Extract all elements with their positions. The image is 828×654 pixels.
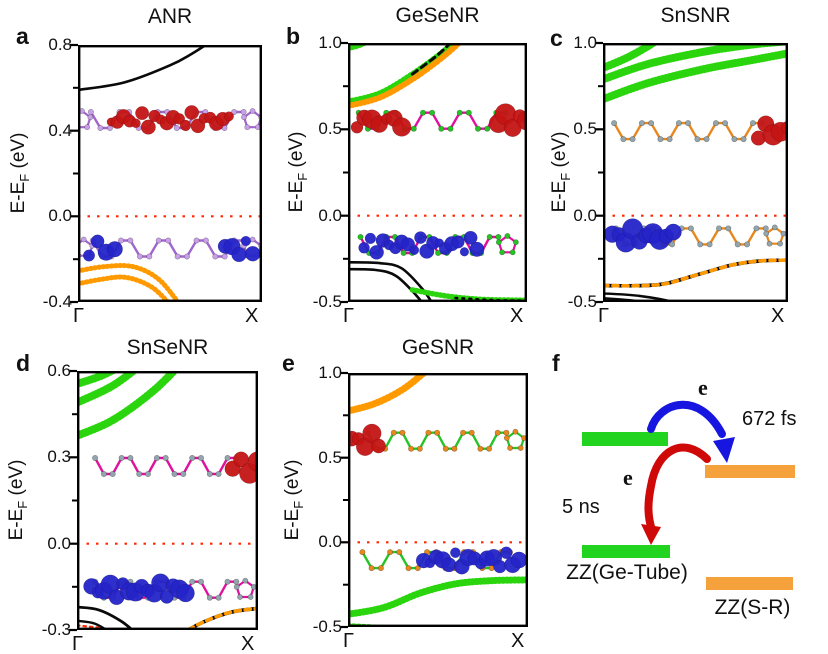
y-tick-label: 0.4 (48, 120, 72, 140)
y-tick-label: -0.5 (312, 617, 342, 636)
panel-letter-e: e (282, 350, 295, 376)
y-tick-label: 0.0 (318, 532, 342, 552)
panel-title-anr: ANR (147, 5, 193, 28)
cb-level-ge-tube (582, 432, 668, 446)
band-plot-snsnr (595, 41, 789, 304)
band-plot-snsenr (69, 369, 259, 632)
x-tick-label-gamma: Γ (72, 633, 84, 654)
y-axis-label: E-EF (eV) (286, 131, 310, 213)
electron-label-slow: e (623, 465, 633, 490)
x-tick-label-gamma: Γ (343, 305, 355, 327)
vb-level-ge-tube (582, 545, 670, 558)
y-tick-label: 0.0 (318, 205, 342, 225)
x-tick-label-x: X (771, 305, 785, 327)
y-tick-label: -0.5 (567, 292, 597, 311)
y-tick-label: 0.0 (47, 533, 71, 553)
x-tick-label-gamma: Γ (73, 305, 85, 327)
y-tick-label: 0.5 (573, 119, 597, 139)
y-tick-label: 0.5 (318, 119, 342, 139)
y-tick-label: 1.0 (318, 363, 342, 382)
cb-level-s-r (705, 465, 795, 478)
electron-label-fast: e (698, 375, 708, 400)
panel-letter-a: a (16, 23, 29, 49)
x-tick-label-x: X (241, 633, 255, 654)
y-tick-label: 0.0 (48, 206, 72, 226)
y-axis-label: E-EF (eV) (282, 459, 306, 541)
x-tick-label-gamma: Γ (343, 630, 355, 652)
y-tick-label: 0.5 (318, 447, 342, 467)
x-tick-label-x: X (245, 305, 259, 327)
x-tick-label-x: X (510, 305, 524, 327)
y-tick-label: 0.6 (47, 361, 71, 380)
y-tick-label: 0.8 (48, 35, 72, 54)
fast-transfer-time: 672 fs (742, 408, 797, 430)
band-plot-gesnr (340, 371, 529, 629)
y-tick-label: 0.0 (573, 205, 597, 225)
y-axis-label: E-EF (eV) (549, 131, 573, 213)
panel-title-gesenr: GeSeNR (395, 4, 480, 27)
y-tick-label: -0.4 (42, 292, 72, 311)
band-plot-gesenr (340, 41, 528, 304)
panel-letter-d: d (16, 350, 31, 376)
y-tick-label: -0.5 (312, 292, 342, 311)
slow-transfer-time: 5 ns (562, 496, 600, 518)
y-tick-label: 1.0 (318, 33, 342, 52)
panel-letter-c: c (550, 25, 563, 51)
y-tick-label: 1.0 (573, 33, 597, 52)
panel-title-gesnr: GeSNR (401, 336, 475, 359)
label-zz-s-r: ZZ(S-R) (714, 596, 791, 619)
y-axis-label: E-EF (eV) (8, 132, 32, 214)
label-zz-ge-tube: ZZ(Ge-Tube) (566, 561, 688, 584)
band-plot-anr (70, 43, 263, 304)
x-tick-label-gamma: Γ (598, 305, 610, 327)
y-tick-label: 0.3 (47, 447, 71, 467)
y-axis-label: E-EF (eV) (6, 459, 30, 541)
x-tick-label-x: X (511, 630, 525, 652)
panel-title-snsenr: SnSeNR (126, 336, 209, 359)
vb-level-s-r (706, 577, 793, 590)
panel-title-snsnr: SnSNR (660, 4, 731, 27)
panel-letter-f: f (552, 350, 560, 376)
y-tick-label: -0.3 (41, 620, 71, 639)
panel-letter-b: b (286, 23, 301, 49)
